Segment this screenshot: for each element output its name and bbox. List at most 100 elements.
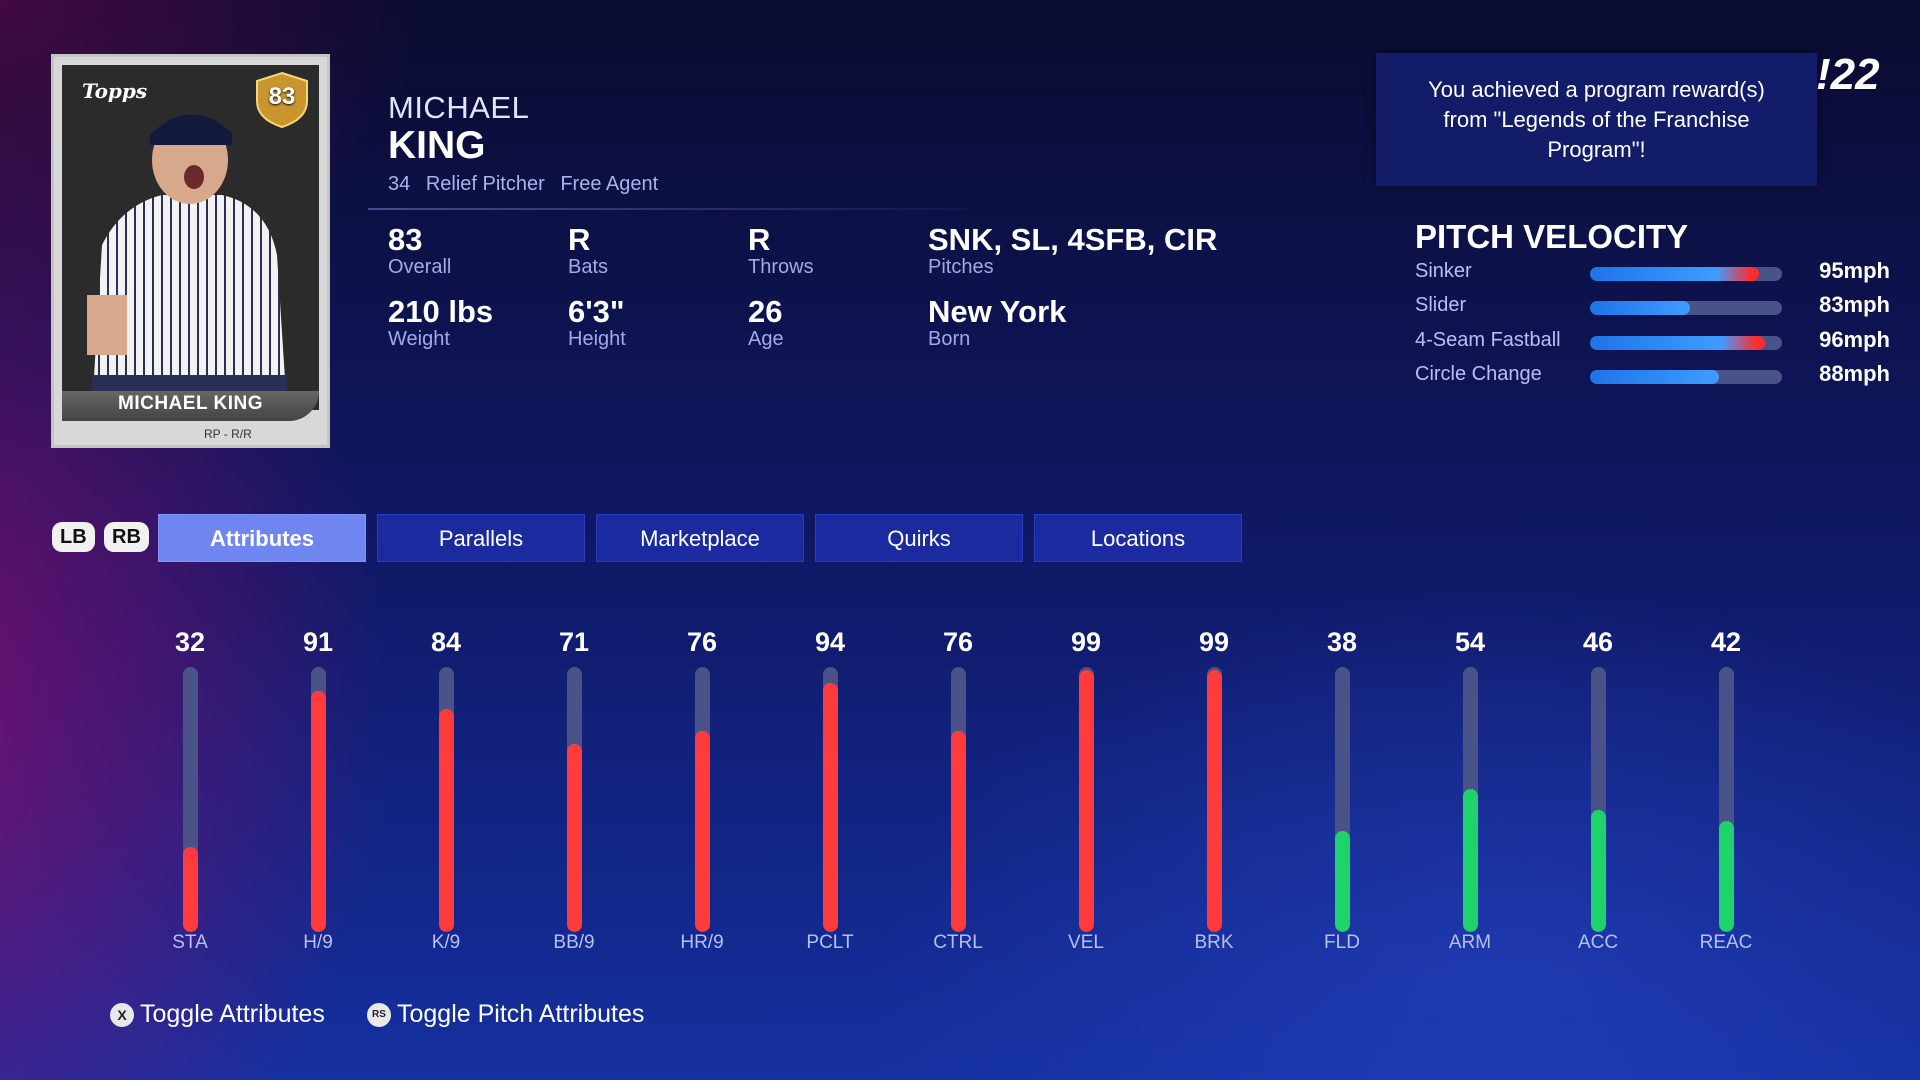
attribute-value: 42 <box>1710 627 1742 657</box>
rating-shield-icon: 83 <box>255 71 309 129</box>
attribute-value: 32 <box>174 627 206 657</box>
attribute-label: K/9 <box>431 932 461 953</box>
stat-pitches: SNK, SL, 4SFB, CIR Pitches <box>928 222 1218 279</box>
attribute-label: REAC <box>1699 932 1753 953</box>
attribute-value: 54 <box>1454 627 1486 657</box>
attribute-bar-fill <box>1207 669 1222 932</box>
tab-attributes[interactable]: Attributes <box>158 514 366 562</box>
pitch-name: Circle Change <box>1415 363 1542 385</box>
toggle-pitch-attributes-hint[interactable]: RS Toggle Pitch Attributes <box>367 1000 644 1029</box>
player-first-name: MICHAEL <box>388 90 530 125</box>
pitch-velocity-bar <box>1590 370 1782 384</box>
attribute-label: BB/9 <box>553 932 595 953</box>
pitch-speed: 95mph <box>1819 258 1890 283</box>
lb-bumper-icon[interactable]: LB <box>52 522 95 552</box>
attribute-value: 99 <box>1070 627 1102 657</box>
attribute-value: 76 <box>686 627 718 657</box>
pitch-speed: 88mph <box>1819 361 1890 386</box>
tab-marketplace[interactable]: Marketplace <box>596 514 804 562</box>
stat-weight: 210 lbs Weight <box>388 294 494 351</box>
attribute-bar-fill <box>1463 788 1478 932</box>
stat-age: 26 Age <box>748 296 784 351</box>
attribute-bar-fill <box>951 730 966 932</box>
attribute-value: 84 <box>430 627 462 657</box>
attribute-value: 91 <box>302 627 334 657</box>
attribute-label: PCLT <box>806 932 854 953</box>
attribute-bar-fill <box>823 682 838 932</box>
pitch-row: Circle Change 88mph <box>1415 361 1890 391</box>
attribute-bar <box>1591 667 1606 932</box>
player-team: Free Agent <box>560 173 659 195</box>
stat-height: 6'3" Height <box>568 294 626 351</box>
card-player-name: MICHAEL KING <box>118 393 263 414</box>
attribute-label: BRK <box>1194 932 1234 953</box>
stat-label: Bats <box>568 256 609 278</box>
pitch-velocity-fill <box>1590 370 1719 384</box>
player-position: Relief Pitcher <box>425 173 545 195</box>
pitch-velocity-bar <box>1590 336 1782 350</box>
card-position: RP - R/R <box>204 427 252 441</box>
attribute-value: 46 <box>1582 627 1614 657</box>
hint-label: Toggle Attributes <box>140 1000 325 1028</box>
topps-logo: Topps <box>82 79 148 103</box>
pitch-row: Slider 83mph <box>1415 292 1890 322</box>
player-number: 34 <box>388 173 411 195</box>
tab-parallels[interactable]: Parallels <box>377 514 585 562</box>
x-button-icon: X <box>110 1002 134 1027</box>
pitch-velocity-bar <box>1590 267 1782 281</box>
stat-value: 6'3" <box>568 294 625 329</box>
attribute-label: VEL <box>1068 932 1104 953</box>
player-last-name: KING <box>388 124 486 167</box>
card-rating: 83 <box>268 83 296 110</box>
stat-label: Throws <box>748 256 814 278</box>
attribute-label: CTRL <box>933 932 983 953</box>
pitch-speed: 83mph <box>1819 292 1890 317</box>
stat-label: Overall <box>388 256 452 278</box>
tab-quirks[interactable]: Quirks <box>815 514 1023 562</box>
stat-throws: R Throws <box>748 222 814 279</box>
attribute-bar <box>1079 667 1094 932</box>
toggle-attributes-hint[interactable]: X Toggle Attributes <box>110 1000 325 1029</box>
reward-notification: You achieved a program reward(s) from "L… <box>1376 53 1817 186</box>
attribute-bar-fill <box>1079 669 1094 932</box>
tab-locations[interactable]: Locations <box>1034 514 1242 562</box>
pitch-velocity-fill <box>1590 267 1759 281</box>
attribute-bar <box>1463 667 1478 932</box>
attribute-label: ARM <box>1448 932 1492 953</box>
stat-bats: R Bats <box>568 224 609 279</box>
attribute-bar-fill <box>1719 820 1734 932</box>
attribute-label: ACC <box>1577 932 1619 953</box>
attribute-bar <box>1207 667 1222 932</box>
attribute-bar-fill <box>1335 831 1350 932</box>
attribute-value: 99 <box>1198 627 1230 657</box>
pitch-velocity-fill <box>1590 301 1690 315</box>
attribute-bar <box>183 667 198 932</box>
attribute-bar <box>1335 667 1350 932</box>
pitch-row: Sinker 95mph <box>1415 258 1890 288</box>
attribute-label: HR/9 <box>680 932 724 953</box>
header-divider <box>368 208 968 210</box>
stat-label: Born <box>928 328 971 350</box>
attribute-bar <box>951 667 966 932</box>
attribute-label: FLD <box>1324 932 1360 953</box>
pitch-velocity-bar <box>1590 301 1782 315</box>
game-logo: !22 <box>1816 50 1880 99</box>
attribute-bar <box>1719 667 1734 932</box>
rb-bumper-icon[interactable]: RB <box>104 522 149 552</box>
attribute-bar <box>567 667 582 932</box>
stat-value: SNK, SL, 4SFB, CIR <box>928 222 1218 257</box>
stat-overall: 83 Overall <box>388 224 452 279</box>
attribute-bar-fill <box>311 690 326 932</box>
attribute-bar <box>823 667 838 932</box>
stat-value: 210 lbs <box>388 294 494 329</box>
attribute-value: 76 <box>942 627 974 657</box>
pitch-velocity-title: PITCH VELOCITY <box>1415 218 1689 255</box>
attribute-bar-fill <box>695 730 710 932</box>
stat-value: R <box>748 222 771 257</box>
attribute-bar <box>439 667 454 932</box>
attribute-bar-fill <box>183 847 198 932</box>
stat-label: Age <box>748 328 784 350</box>
pitch-row: 4-Seam Fastball 96mph <box>1415 327 1890 357</box>
hint-label: Toggle Pitch Attributes <box>397 1000 645 1028</box>
attribute-value: 71 <box>558 627 590 657</box>
